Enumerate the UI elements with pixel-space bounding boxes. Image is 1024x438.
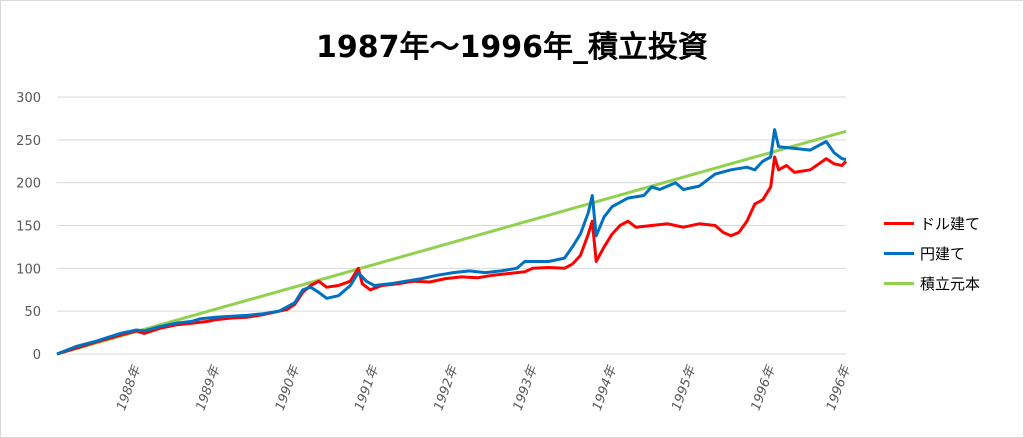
series-line-1 [56, 128, 847, 356]
x-tick-label: 1993年 [511, 362, 542, 412]
legend-item: 積立元本 [884, 268, 980, 298]
x-tick-label: 1996年 [749, 362, 780, 412]
chart-title: 1987年～1996年_積立投資 [316, 30, 708, 65]
legend-label: ドル建て [920, 214, 981, 233]
x-tick-label: 1990年 [273, 362, 304, 412]
x-axis-ticks: 1988年 1989年 1990年 1991年 1992年 1993年 1994年 1995年… [114, 362, 854, 412]
legend-swatch [884, 221, 914, 225]
y-axis-ticks: 0 50 100 150 200 250 300 [16, 91, 41, 363]
legend: ドル建て円建て積立元本 [884, 208, 980, 298]
y-tick-label: 150 [16, 220, 41, 235]
x-tick-label: 1988年 [114, 362, 145, 412]
y-tick-label: 50 [24, 305, 41, 320]
y-tick-label: 0 [33, 348, 41, 363]
x-tick-label: 1996年 [824, 362, 855, 412]
legend-swatch [884, 251, 914, 255]
series-lines [56, 128, 848, 356]
y-tick-label: 100 [16, 262, 41, 277]
x-tick-label: 1995年 [669, 362, 700, 412]
x-tick-label: 1989年 [193, 362, 224, 412]
legend-item: 円建て [884, 238, 980, 268]
series-line-2 [56, 129, 847, 356]
y-tick-label: 200 [16, 177, 41, 192]
y-tick-label: 250 [16, 134, 41, 149]
gridlines [57, 96, 846, 355]
legend-label: 積立元本 [920, 274, 981, 293]
series-line-0 [56, 155, 848, 356]
x-tick-label: 1994年 [590, 362, 621, 412]
x-tick-label: 1992年 [431, 362, 462, 412]
y-tick-label: 300 [16, 91, 41, 106]
legend-swatch [884, 281, 914, 285]
legend-item: ドル建て [884, 208, 980, 238]
legend-label: 円建て [920, 244, 966, 263]
x-tick-label: 1991年 [352, 362, 383, 412]
